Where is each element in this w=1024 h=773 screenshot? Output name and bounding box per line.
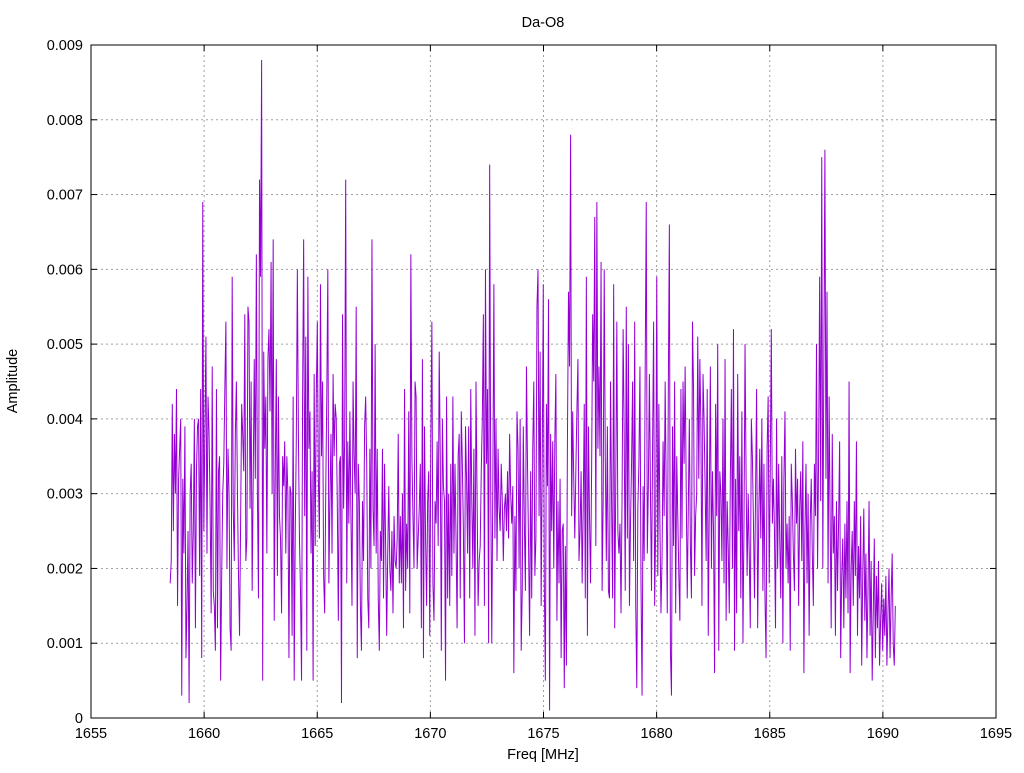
- x-tick-label: 1690: [867, 726, 899, 742]
- y-axis-title: Amplitude: [5, 349, 21, 413]
- x-axis-title: Freq [MHz]: [507, 747, 579, 763]
- x-tick-label: 1685: [754, 726, 786, 742]
- y-tick-label: 0.005: [47, 337, 83, 353]
- x-tick-label: 1655: [75, 726, 107, 742]
- y-tick-label: 0.001: [47, 636, 83, 652]
- amplitude-series-line: [169, 59, 896, 711]
- x-tick-label: 1680: [640, 726, 672, 742]
- x-tick-label: 1660: [188, 726, 220, 742]
- y-tick-label: 0: [75, 711, 83, 727]
- x-tick-label: 1675: [527, 726, 559, 742]
- y-tick-label: 0.002: [47, 561, 83, 577]
- x-tick-label: 1695: [980, 726, 1012, 742]
- x-tick-label: 1665: [301, 726, 333, 742]
- x-tick-label: 1670: [414, 726, 446, 742]
- series-layer: [169, 59, 896, 711]
- axis-ticks: 1655 1660 1665 1670 1675 1680 1685 1690 1695 0 0.0…: [47, 38, 1012, 742]
- y-tick-label: 0.006: [47, 262, 83, 278]
- chart-title: Da-O8: [522, 15, 565, 31]
- y-tick-label: 0.008: [47, 113, 83, 129]
- y-tick-label: 0.009: [47, 38, 83, 54]
- y-tick-label: 0.007: [47, 188, 83, 204]
- y-tick-label: 0.003: [47, 487, 83, 503]
- y-tick-label: 0.004: [47, 412, 83, 428]
